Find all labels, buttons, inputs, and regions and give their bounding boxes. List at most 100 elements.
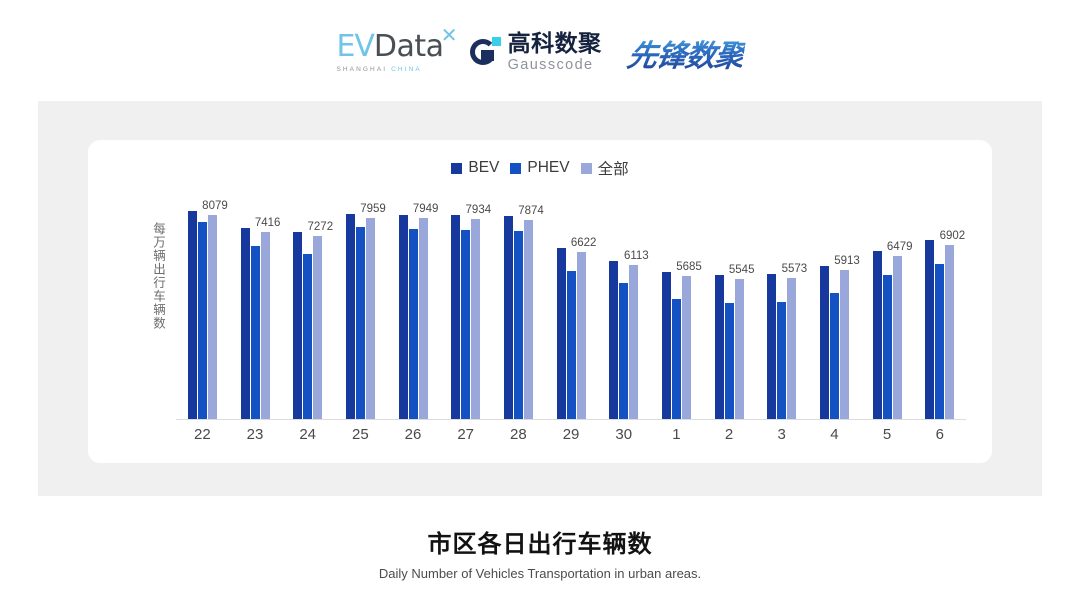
- bar-group[interactable]: 7949: [387, 202, 440, 419]
- bar-phev[interactable]: [197, 221, 207, 419]
- x-tick-label: 28: [510, 426, 527, 443]
- bar-bev[interactable]: [293, 231, 303, 419]
- legend-swatch-icon: [510, 162, 522, 174]
- bar-bev[interactable]: [398, 214, 408, 419]
- bar-全部[interactable]: [787, 278, 797, 419]
- bar-group[interactable]: 7416: [229, 202, 282, 419]
- bar-phev[interactable]: [355, 227, 365, 419]
- x-axis-baseline: [176, 419, 966, 420]
- legend-label: BEV: [468, 159, 500, 176]
- bar-全部[interactable]: [365, 218, 375, 419]
- bar-group[interactable]: 5545: [703, 202, 756, 419]
- bar-group[interactable]: 6113: [597, 202, 650, 419]
- bar-bev[interactable]: [872, 250, 882, 419]
- bar-全部[interactable]: [839, 269, 849, 419]
- caption-title-cn: 市区各日出行车辆数: [427, 530, 653, 558]
- bar-bev[interactable]: [609, 260, 619, 419]
- bar-phev[interactable]: [303, 254, 313, 419]
- bar-group[interactable]: 5685: [650, 202, 703, 419]
- x-tick-label: 1: [672, 426, 681, 443]
- evdata-tagline-country: CHINA: [391, 66, 422, 73]
- bar-group[interactable]: 7272: [281, 202, 334, 419]
- gausscode-wordmark: 高科数聚 Gausscode: [507, 30, 602, 73]
- bar-全部[interactable]: [629, 264, 639, 419]
- bar-value-label: 6113: [623, 249, 649, 262]
- bar-全部[interactable]: [207, 215, 217, 419]
- bar-bev[interactable]: [661, 271, 671, 419]
- bar-phev[interactable]: [724, 302, 734, 419]
- bar-phev[interactable]: [619, 283, 629, 419]
- bar-group[interactable]: 6902: [913, 202, 966, 419]
- caption: 市区各日出行车辆数 Daily Number of Vehicles Trans…: [0, 530, 1080, 581]
- bar-全部[interactable]: [260, 231, 270, 419]
- legend-item-phev[interactable]: PHEV: [510, 159, 570, 177]
- bar-bev[interactable]: [556, 247, 566, 419]
- bar-全部[interactable]: [892, 255, 902, 419]
- bar-phev[interactable]: [461, 229, 471, 419]
- bar-bev[interactable]: [767, 274, 777, 419]
- evdata-logo: EV Data ✕ SHANGHAI CHINA: [336, 23, 457, 73]
- bar-bev[interactable]: [345, 214, 355, 419]
- bar-group[interactable]: 8079: [176, 200, 229, 419]
- bar-全部[interactable]: [576, 251, 586, 419]
- bar-value-label: 5913: [834, 254, 860, 267]
- x-tick-label: 4: [830, 426, 839, 443]
- legend-swatch-icon: [451, 162, 463, 174]
- bar-phev[interactable]: [882, 275, 892, 419]
- bar-bev[interactable]: [240, 228, 250, 419]
- bar-phev[interactable]: [935, 263, 945, 419]
- bar-value-label: 7416: [254, 216, 281, 229]
- x-tick-label: 30: [615, 426, 633, 443]
- bar-bev[interactable]: [925, 240, 935, 419]
- bar-phev[interactable]: [671, 299, 681, 419]
- bar-group[interactable]: 6622: [545, 202, 598, 419]
- bar-bev[interactable]: [714, 275, 724, 419]
- bars-layer: 8079 7416 7272 7959 7949 7934 7874 6622 6113 5685…: [176, 200, 966, 419]
- bar-phev[interactable]: [777, 301, 787, 419]
- bar-全部[interactable]: [681, 275, 691, 419]
- chart-card: BEV PHEV 全部 每万辆出行车辆数 8079 7416 7272 7959 7949 7…: [88, 140, 992, 463]
- bar-phev[interactable]: [408, 229, 418, 419]
- bar-bev[interactable]: [187, 210, 197, 419]
- bar-group[interactable]: 7959: [334, 202, 387, 419]
- g-circle-icon: [469, 37, 501, 68]
- bar-bev[interactable]: [451, 214, 461, 419]
- bar-value-label: 6622: [570, 236, 597, 249]
- bar-value-label: 6479: [886, 240, 913, 253]
- x-tick-label: 3: [777, 426, 786, 443]
- bar-phev[interactable]: [566, 270, 576, 419]
- bar-全部[interactable]: [734, 279, 744, 419]
- bar-bev[interactable]: [819, 265, 829, 419]
- gausscode-cn-text: 高科数聚: [507, 30, 602, 57]
- chart-legend: BEV PHEV 全部: [88, 157, 992, 179]
- legend-label: 全部: [597, 161, 629, 178]
- legend-item-全部[interactable]: 全部: [580, 157, 629, 179]
- xianfeng-shuju-logo: 先锋数聚: [624, 31, 747, 75]
- evdata-wordmark: EV Data ✕: [336, 23, 457, 64]
- bar-value-label: 5545: [728, 264, 755, 277]
- x-tick-label: 2: [724, 426, 734, 443]
- bar-value-label: 7272: [307, 220, 334, 233]
- bar-bev[interactable]: [503, 216, 513, 419]
- bar-group[interactable]: 5913: [808, 202, 861, 419]
- x-tick-label: 5: [882, 426, 892, 443]
- bar-group[interactable]: 6479: [861, 202, 914, 419]
- bar-全部[interactable]: [523, 220, 533, 419]
- bar-value-label: 7934: [465, 203, 492, 216]
- bar-phev[interactable]: [250, 246, 260, 419]
- bar-全部[interactable]: [945, 244, 955, 419]
- bar-phev[interactable]: [513, 231, 523, 419]
- legend-swatch-icon: [580, 162, 592, 174]
- caption-subtitle-en: Daily Number of Vehicles Transportation …: [378, 565, 702, 581]
- bar-group[interactable]: 7874: [492, 202, 545, 419]
- bar-全部[interactable]: [313, 235, 323, 419]
- bar-全部[interactable]: [471, 218, 481, 419]
- evdata-ev-text: EV: [336, 29, 374, 64]
- bar-value-label: 7874: [518, 205, 544, 218]
- bar-phev[interactable]: [829, 292, 839, 419]
- x-tick-label: 25: [352, 426, 369, 443]
- bar-全部[interactable]: [418, 218, 428, 419]
- legend-item-bev[interactable]: BEV: [451, 159, 499, 177]
- bar-group[interactable]: 5573: [755, 202, 808, 419]
- bar-group[interactable]: 7934: [439, 202, 492, 419]
